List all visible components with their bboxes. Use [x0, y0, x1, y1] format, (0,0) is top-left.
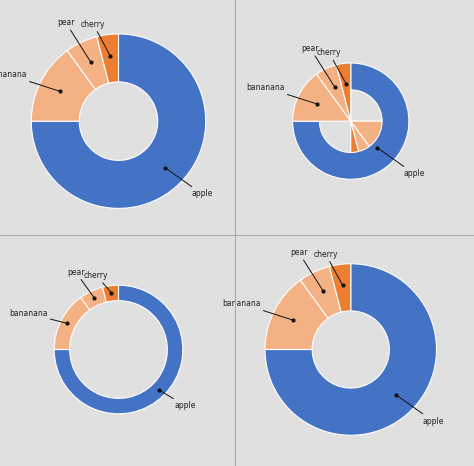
Text: pear: pear	[290, 248, 323, 291]
Wedge shape	[329, 264, 351, 312]
Text: bananana: bananana	[9, 309, 67, 323]
Wedge shape	[81, 287, 106, 310]
Text: bananana: bananana	[222, 299, 293, 320]
Text: pear: pear	[301, 44, 335, 87]
Wedge shape	[265, 264, 437, 435]
Wedge shape	[67, 37, 109, 89]
Wedge shape	[31, 51, 95, 121]
Text: cherry: cherry	[314, 250, 343, 286]
Text: apple: apple	[377, 148, 425, 178]
Text: bananana: bananana	[246, 83, 317, 104]
Text: apple: apple	[165, 168, 213, 199]
Text: cherry: cherry	[81, 20, 110, 56]
Wedge shape	[292, 74, 382, 146]
Text: pear: pear	[67, 267, 94, 298]
Wedge shape	[102, 285, 118, 302]
Wedge shape	[54, 285, 183, 414]
Wedge shape	[292, 63, 409, 179]
Wedge shape	[31, 34, 206, 208]
Wedge shape	[301, 267, 341, 318]
Text: apple: apple	[396, 395, 444, 425]
Wedge shape	[54, 297, 90, 350]
Text: bananana: bananana	[0, 70, 60, 91]
Wedge shape	[336, 63, 358, 152]
Text: apple: apple	[159, 390, 196, 411]
Text: pear: pear	[57, 18, 91, 62]
Wedge shape	[97, 34, 118, 83]
Text: cherry: cherry	[84, 271, 111, 293]
Wedge shape	[265, 280, 328, 350]
Text: cherry: cherry	[317, 48, 346, 84]
Wedge shape	[317, 65, 369, 151]
